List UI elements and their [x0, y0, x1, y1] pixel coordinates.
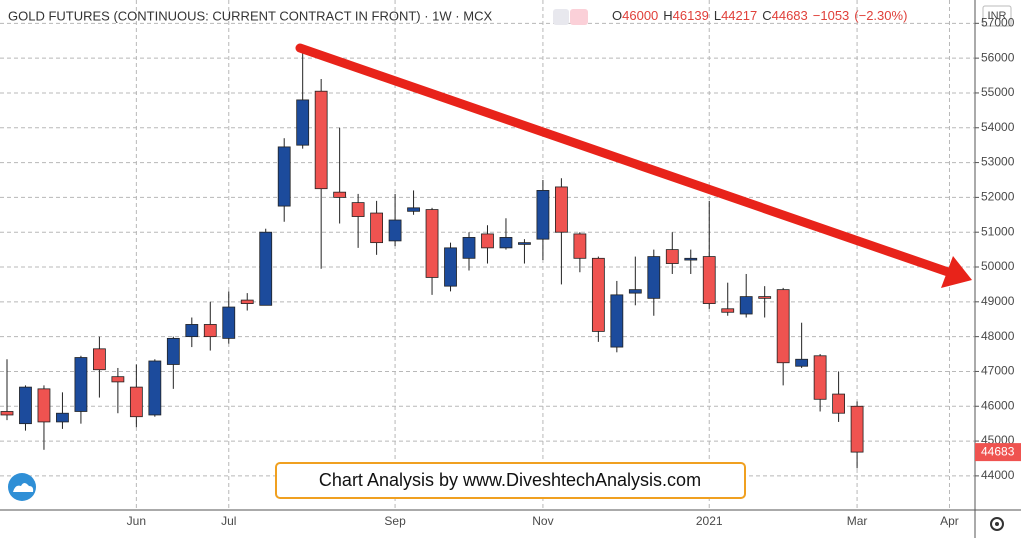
candle-body	[758, 296, 772, 299]
ohlc-label: L	[714, 8, 721, 23]
gear	[990, 517, 1004, 531]
candle-body	[222, 306, 236, 339]
y-tick-label: 44000	[981, 468, 1015, 482]
candle-body	[739, 296, 753, 315]
y-tick-label: 48000	[981, 329, 1015, 343]
candle-body	[333, 191, 347, 198]
candle-body	[665, 249, 679, 264]
candle-body	[573, 233, 587, 259]
x-tick-label: Sep	[384, 514, 406, 528]
candle-body	[37, 388, 51, 423]
y-tick-label: 56000	[981, 50, 1015, 64]
candle-body	[481, 233, 494, 249]
x-tick-label: Jul	[221, 514, 236, 528]
ohlc-value: 46139	[673, 8, 709, 23]
candle-body	[351, 202, 365, 217]
candle-body	[555, 186, 568, 233]
candle-body	[19, 386, 32, 425]
change-pct: (−2.30%)	[854, 8, 907, 23]
y-tick-label: 46000	[981, 398, 1015, 412]
y-tick-label: 57000	[981, 15, 1015, 29]
arrow-head	[941, 256, 972, 288]
ohlc-label: C	[762, 8, 771, 23]
candle-body	[628, 289, 642, 294]
ohlc-value: 46000	[622, 8, 658, 23]
ohlc-label: H	[663, 8, 672, 23]
y-tick-label: 55000	[981, 85, 1015, 99]
candle-body	[702, 256, 716, 304]
candle-body	[314, 90, 328, 190]
candle-body	[591, 257, 605, 332]
candle-body	[277, 146, 291, 207]
candle-body	[499, 237, 513, 249]
candle-body	[610, 294, 624, 348]
settings-icon[interactable]	[990, 517, 1004, 531]
candle-body	[129, 386, 143, 418]
candle-body	[444, 247, 457, 287]
candle-body	[407, 207, 420, 212]
candle-body	[166, 337, 180, 365]
x-tick-label: Mar	[847, 514, 868, 528]
x-tick-label: Jun	[127, 514, 146, 528]
candle-body	[536, 190, 550, 240]
candle-body	[0, 411, 14, 416]
candle-body	[776, 289, 790, 364]
candle-body	[370, 212, 384, 244]
currency-box[interactable]	[982, 5, 1012, 27]
arrow-shaft	[295, 43, 953, 277]
candle-body	[850, 405, 864, 453]
candle-body	[647, 256, 661, 299]
candle-body	[388, 219, 402, 242]
candle-body	[518, 242, 531, 245]
candle-body	[684, 257, 698, 261]
y-tick-label: 47000	[981, 364, 1015, 378]
candles	[0, 51, 864, 469]
candle-body	[813, 355, 827, 400]
last-price-label: 44683	[981, 444, 1015, 458]
y-tick-label: 50000	[981, 259, 1015, 273]
candle-body	[56, 412, 69, 423]
annotation-box	[275, 462, 746, 499]
candle-body	[259, 231, 273, 306]
last-price-box	[975, 443, 1021, 462]
trend-arrow	[295, 43, 972, 288]
candle-body	[832, 393, 845, 414]
candle-body	[462, 237, 476, 259]
annotation: Chart Analysis by www.DiveshtechAnalysis…	[319, 470, 701, 490]
candle-body	[795, 358, 809, 367]
y-tick-label: 51000	[981, 224, 1015, 238]
change: −1053	[813, 8, 850, 23]
y-tick-label: 53000	[981, 155, 1015, 169]
candle-body	[425, 209, 439, 278]
candle-body	[93, 348, 106, 371]
ohlc-label: O	[612, 8, 622, 23]
x-tick-label: Apr	[940, 514, 959, 528]
candle-body	[240, 299, 254, 304]
candle-body	[203, 324, 217, 338]
candle-body	[296, 99, 310, 146]
candle-body	[185, 324, 199, 338]
ohlc-header: O46000 H46139 L44217 C44683 −1053 (−2.30%)	[612, 8, 907, 23]
chart-title: GOLD FUTURES (CONTINUOUS: CURRENT CONTRA…	[8, 8, 492, 23]
y-tick-label: 49000	[981, 294, 1015, 308]
ohlc-value: 44217	[721, 8, 757, 23]
candle-body	[148, 360, 162, 416]
indicator-icon[interactable]	[570, 9, 588, 25]
candle-body	[74, 357, 88, 412]
gear-center	[995, 522, 999, 526]
candle-body	[111, 376, 125, 383]
indicator-icon[interactable]	[553, 9, 569, 25]
logo-cloud	[13, 483, 34, 492]
y-tick-label: 52000	[981, 190, 1015, 204]
ohlc-value: 44683	[772, 8, 808, 23]
candle-body	[721, 308, 735, 313]
x-tick-label: Nov	[532, 514, 553, 528]
y-tick-label: 54000	[981, 120, 1015, 134]
currency: INR	[988, 10, 1007, 22]
x-tick-label: 2021	[696, 514, 723, 528]
